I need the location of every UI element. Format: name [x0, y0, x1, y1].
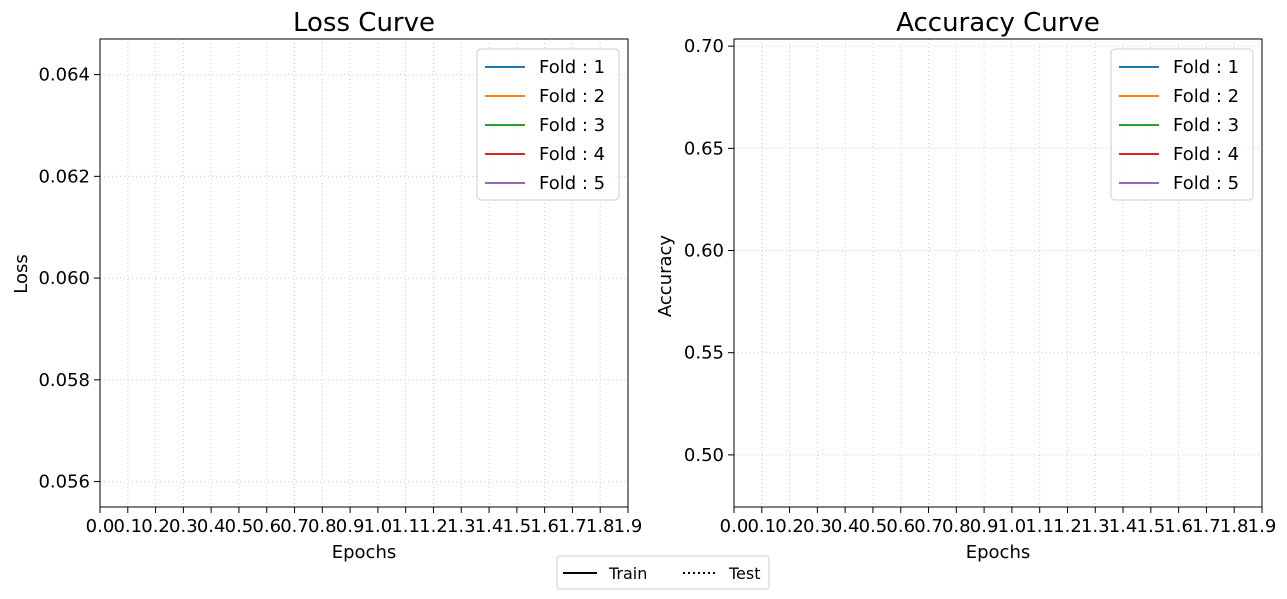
accuracy-chart-x-tick-label: 1.3: [1081, 516, 1110, 537]
train-test-legend-frame: [556, 555, 770, 590]
loss-chart-x-tick-label: 0.0: [86, 516, 115, 537]
loss-chart-title: Loss Curve: [293, 8, 435, 38]
loss-chart-legend-label: Fold : 2: [539, 86, 605, 107]
train-legend-label: Train: [608, 564, 647, 583]
loss-chart-x-tick-label: 1.7: [558, 516, 587, 537]
accuracy-chart-x-tick-label: 0.4: [831, 516, 860, 537]
loss-chart-x-tick-label: 1.8: [586, 516, 615, 537]
loss-chart-x-tick-label: 1.0: [364, 516, 393, 537]
accuracy-chart-x-tick-label: 0.6: [886, 516, 915, 537]
loss-chart-x-tick-label: 1.4: [475, 516, 504, 537]
accuracy-chart-x-tick-label: 0.9: [970, 516, 999, 537]
loss-chart-x-tick-label: 1.1: [391, 516, 420, 537]
accuracy-chart-plot-area: [733, 38, 1263, 508]
accuracy-chart-x-tick-label: 0.7: [914, 516, 943, 537]
loss-chart-x-tick-label: 0.9: [336, 516, 365, 537]
loss-chart-legend-label: Fold : 4: [539, 144, 605, 165]
loss-chart-y-tick-label: 0.056: [38, 472, 90, 493]
accuracy-chart-x-tick-label: 1.4: [1109, 516, 1138, 537]
accuracy-chart-x-tick-label: 0.3: [803, 516, 832, 537]
loss-chart-x-label: Epochs: [332, 542, 397, 563]
loss-chart-y-tick-label: 0.062: [38, 166, 90, 187]
loss-chart-x-tick-label: 0.5: [225, 516, 254, 537]
accuracy-chart-x-tick-label: 0.5: [859, 516, 888, 537]
loss-chart-panel: Loss Curve 0.0 0.1 0.2 0.3 0.4 0.5 0.6 0.7 0.8 0.…: [11, 8, 642, 563]
loss-chart-x-tick-label: 0.6: [252, 516, 281, 537]
loss-chart-x-tick-label: 0.3: [169, 516, 198, 537]
loss-chart-x-tick-label: 0.2: [141, 516, 170, 537]
loss-chart-x-tick-label: 1.3: [447, 516, 476, 537]
accuracy-chart-x-tick-label: 1.6: [1164, 516, 1193, 537]
accuracy-chart-legend-label: Fold : 5: [1173, 173, 1239, 194]
accuracy-chart-x-tick-label: 0.0: [720, 516, 749, 537]
accuracy-chart-x-tick-label: 1.7: [1192, 516, 1221, 537]
accuracy-chart-y-tick-label: 0.60: [684, 241, 724, 262]
accuracy-chart-x-tick-label: 0.1: [747, 516, 776, 537]
accuracy-chart-title: Accuracy Curve: [896, 8, 1100, 38]
accuracy-chart-x-tick-label: 1.0: [998, 516, 1027, 537]
train-test-legend: Train Test: [556, 555, 770, 590]
loss-chart-legend-label: Fold : 3: [539, 115, 605, 136]
accuracy-chart-legend-label: Fold : 4: [1173, 144, 1239, 165]
loss-chart-x-tick-label: 0.4: [197, 516, 226, 537]
accuracy-chart-y-tick-label: 0.55: [684, 343, 724, 364]
accuracy-chart-x-ticks: 0.0 0.1 0.2 0.3 0.4 0.5 0.6 0.7 0.8 0.9 1.0 1.1 1.2 1…: [720, 507, 1277, 537]
accuracy-chart-legend: Fold : 1 Fold : 2 Fold : 3 Fold : 4 Fold : 5: [1110, 48, 1254, 201]
loss-chart-legend-label: Fold : 1: [539, 57, 605, 78]
accuracy-chart-x-tick-label: 1.8: [1220, 516, 1249, 537]
loss-chart-y-ticks: 0.056 0.058 0.060 0.062 0.064: [38, 65, 100, 493]
loss-chart-x-tick-label: 0.8: [308, 516, 337, 537]
loss-chart-legend: Fold : 1 Fold : 2 Fold : 3 Fold : 4 Fold : 5: [476, 48, 620, 201]
accuracy-chart-legend-label: Fold : 2: [1173, 86, 1239, 107]
loss-chart-x-tick-label: 1.9: [614, 516, 643, 537]
accuracy-chart-legend-label: Fold : 3: [1173, 115, 1239, 136]
loss-chart-y-tick-label: 0.064: [38, 65, 90, 86]
accuracy-chart-legend-label: Fold : 1: [1173, 57, 1239, 78]
loss-chart-y-tick-label: 0.060: [38, 268, 90, 289]
loss-chart-x-ticks: 0.0 0.1 0.2 0.3 0.4 0.5 0.6 0.7 0.8 0.9 1.0 1.1 1.2 1…: [86, 507, 643, 537]
accuracy-chart-y-ticks: 0.50 0.55 0.60 0.65 0.70: [684, 36, 734, 466]
test-legend-label: Test: [728, 564, 761, 583]
loss-chart-x-tick-label: 1.6: [530, 516, 559, 537]
accuracy-chart-panel: Accuracy Curve 0.0 0.1 0.2 0.3 0.4 0.5 0.6 0.7 0…: [655, 8, 1276, 563]
loss-chart-plot-area: [99, 38, 629, 508]
accuracy-chart-x-tick-label: 0.8: [942, 516, 971, 537]
loss-chart-y-tick-label: 0.058: [38, 370, 90, 391]
loss-chart-legend-label: Fold : 5: [539, 173, 605, 194]
loss-chart-x-tick-label: 0.7: [280, 516, 309, 537]
loss-chart-x-tick-label: 1.2: [419, 516, 448, 537]
accuracy-chart-legend-frame: [1110, 48, 1254, 201]
loss-chart-legend-frame: [476, 48, 620, 201]
accuracy-chart-y-tick-label: 0.65: [684, 138, 724, 159]
accuracy-chart-x-tick-label: 1.1: [1025, 516, 1054, 537]
accuracy-chart-y-label: Accuracy: [655, 235, 676, 318]
loss-chart-y-label: Loss: [11, 254, 32, 293]
accuracy-chart-y-tick-label: 0.50: [684, 445, 724, 466]
accuracy-chart-x-tick-label: 1.9: [1248, 516, 1277, 537]
accuracy-chart-x-tick-label: 1.5: [1137, 516, 1166, 537]
accuracy-chart-x-tick-label: 0.2: [775, 516, 804, 537]
accuracy-chart-x-tick-label: 1.2: [1053, 516, 1082, 537]
accuracy-chart-y-tick-label: 0.70: [684, 36, 724, 57]
loss-chart-x-tick-label: 1.5: [503, 516, 532, 537]
accuracy-chart-x-label: Epochs: [966, 542, 1031, 563]
loss-chart-x-tick-label: 0.1: [113, 516, 142, 537]
